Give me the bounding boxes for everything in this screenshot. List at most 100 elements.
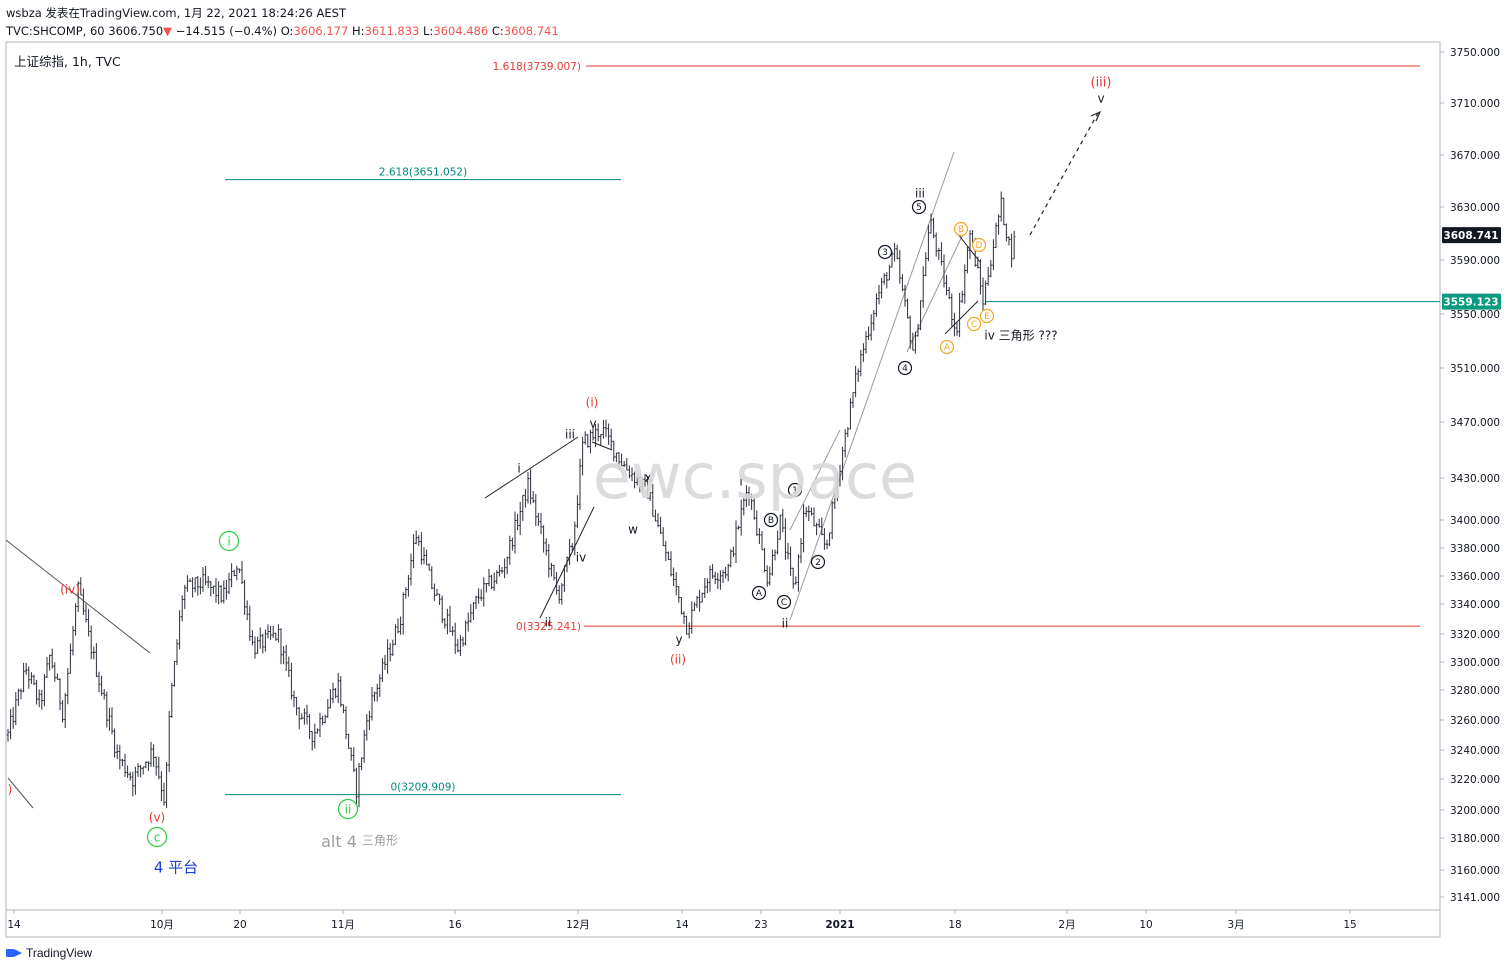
publish-info: wsbza 发表在TradingView.com, 1月 22, 2021 18… (6, 6, 346, 20)
open-label: O: (280, 24, 294, 38)
y-tick-label: 3160.000 (1450, 865, 1500, 877)
y-tick-label: 3470.000 (1450, 417, 1500, 429)
wave-label: iv 三角形 ??? (984, 328, 1057, 342)
wave-label-circle-icon (971, 237, 987, 253)
x-tick-label: 23 (754, 919, 767, 931)
down-arrow-icon: ▼ (163, 24, 173, 38)
x-tick-label: 2月 (1058, 919, 1075, 931)
wave-label: ) (8, 782, 13, 796)
x-tick-label: 15 (1343, 919, 1356, 931)
x-tick-label: 14 (675, 919, 689, 931)
wave-label-circle-icon (877, 244, 893, 260)
y-tick-label: 3590.000 (1450, 255, 1500, 267)
x-tick-label: 14 (7, 919, 21, 931)
y-tick-label: 3710.000 (1450, 98, 1500, 110)
price-tag-label: 3559.123 (1443, 297, 1498, 309)
wave-label: 三角形 (362, 833, 398, 847)
watermark: ewc.space (593, 440, 918, 513)
y-tick-label: 3180.000 (1450, 833, 1500, 845)
x-tick-label: 20 (233, 919, 246, 931)
wave-label-circle-icon (953, 221, 969, 237)
wave-label: (iii) (1091, 76, 1112, 91)
x-tick-label: 11月 (331, 919, 355, 931)
x-tick-label: 18 (948, 919, 961, 931)
wave-label: i (517, 461, 520, 475)
fib-level-label: 0(3325.241) (516, 621, 581, 633)
wave-label: (i) (586, 395, 599, 409)
wave-label: ii (782, 616, 789, 630)
open-value: 3606.177 (293, 24, 349, 38)
x-tick-label: 12月 (566, 919, 590, 931)
y-tick-label: 3220.000 (1450, 774, 1500, 786)
footer-brand[interactable]: TradingView (6, 946, 92, 960)
wave-label-circle-icon (966, 316, 982, 332)
wave-label-circle-icon (897, 360, 913, 376)
y-tick-label: 3320.000 (1450, 629, 1500, 641)
wave-label: E (984, 312, 990, 322)
fib-level-label: 1.618(3739.007) (493, 61, 581, 73)
x-tick-label: 10月 (150, 919, 174, 931)
footer-brand-label: TradingView (26, 946, 93, 960)
projection-arrow-icon (1090, 110, 1102, 122)
wave-label: (v) (149, 810, 165, 824)
legend-title: 上证综指, 1h, TVC (14, 54, 121, 69)
wave-label: B (768, 516, 774, 526)
wave-label: alt 4 (321, 832, 357, 851)
change-value: −14.515 (−0.4%) (175, 24, 278, 38)
close-label: C: (491, 24, 504, 38)
wave-label: 3 (882, 248, 888, 258)
wave-label: C (971, 320, 977, 330)
x-tick-label: 3月 (1227, 919, 1244, 931)
wave-label: v (1097, 91, 1104, 105)
wave-label: ii (345, 802, 352, 816)
price-tag (1442, 227, 1501, 244)
wave-label: iii (915, 186, 925, 200)
y-tick-label: 3430.000 (1450, 473, 1500, 485)
wave-label: (iv) (60, 582, 80, 596)
wave-label: x (644, 470, 651, 484)
y-tick-label: 3300.000 (1450, 657, 1500, 669)
y-tick-label: 3240.000 (1450, 745, 1500, 757)
tradingview-logo-icon (6, 947, 22, 959)
wave-label: (ii) (670, 652, 686, 666)
low-value: 3604.486 (433, 24, 489, 38)
symbol-label: TVC:SHCOMP, 60 (6, 24, 105, 38)
price-tag (1442, 293, 1501, 310)
trend-line (7, 777, 34, 809)
wave-label: D (976, 241, 983, 251)
wave-label: 1 (792, 486, 798, 496)
trend-line (944, 300, 979, 335)
wave-label: A (944, 343, 951, 353)
high-label: H: (351, 24, 365, 38)
x-tick-label: 10 (1139, 919, 1152, 931)
y-tick-label: 3200.000 (1450, 805, 1500, 817)
trend-line (789, 151, 955, 621)
wave-label-circle-icon (218, 530, 240, 552)
price-tag-label: 3608.741 (1443, 230, 1498, 242)
y-tick-label: 3360.000 (1450, 571, 1500, 583)
close-value: 3608.741 (503, 24, 559, 38)
wave-label-circle-icon (810, 554, 826, 570)
y-tick-label: 3280.000 (1450, 685, 1500, 697)
y-tick-label: 3141.000 (1450, 892, 1500, 904)
wave-label-circle-icon (939, 339, 955, 355)
wave-label: y (675, 632, 682, 646)
wave-label: 2 (815, 558, 821, 568)
wave-label: w (628, 522, 638, 536)
wave-label-circle-icon (763, 512, 779, 528)
wave-label: i (739, 474, 742, 488)
y-tick-label: 3750.000 (1450, 47, 1500, 59)
wave-label: 4 平台 (154, 858, 198, 876)
fib-level-label: 2.618(3651.052) (379, 167, 467, 179)
y-tick-label: 3670.000 (1450, 150, 1500, 162)
y-tick-label: 3550.000 (1450, 309, 1500, 321)
wave-label: B (958, 225, 964, 235)
wave-label: iii (565, 427, 575, 441)
trend-line (1029, 112, 1099, 236)
wave-label: c (154, 830, 161, 844)
wave-label-circle-icon (146, 826, 168, 848)
wave-label: iv (576, 550, 586, 564)
y-tick-label: 3510.000 (1450, 363, 1500, 375)
trend-line (789, 429, 841, 531)
